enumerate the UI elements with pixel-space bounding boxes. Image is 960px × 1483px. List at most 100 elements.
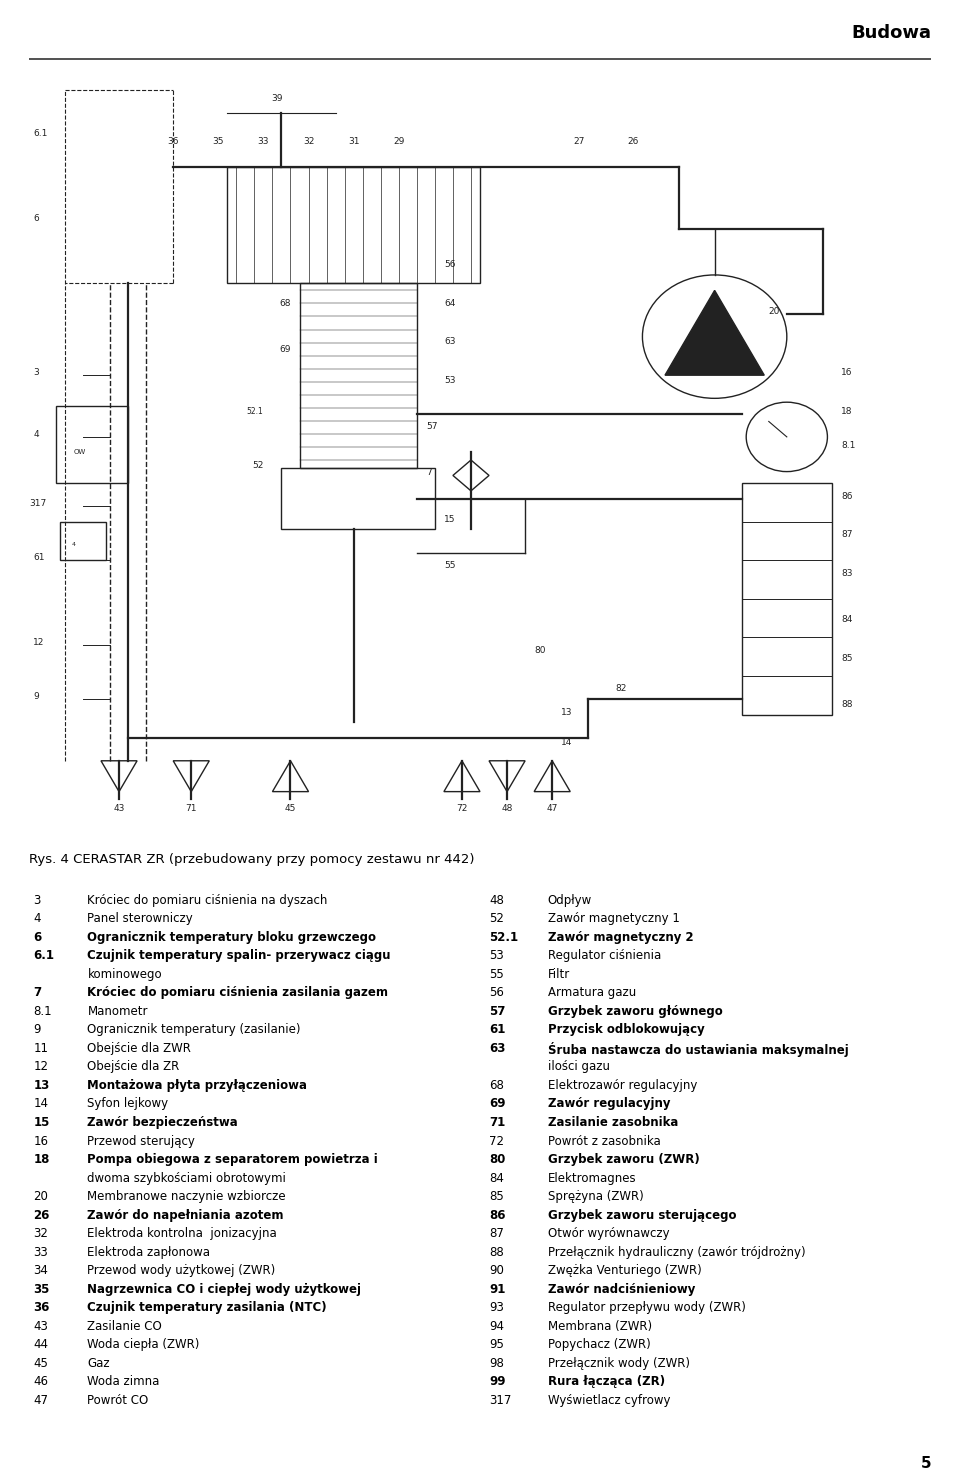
Text: Przycisk odblokowujący: Przycisk odblokowujący [547, 1023, 705, 1037]
Bar [281, 467, 435, 529]
Text: Regulator przepływu wody (ZWR): Regulator przepływu wody (ZWR) [547, 1301, 746, 1314]
Text: 68: 68 [489, 1080, 504, 1091]
Text: Zawór nadciśnieniowy: Zawór nadciśnieniowy [547, 1283, 695, 1296]
Text: Rura łącząca (ZR): Rura łącząca (ZR) [547, 1375, 665, 1388]
Text: 36: 36 [34, 1301, 50, 1314]
Text: Woda ciepła (ZWR): Woda ciepła (ZWR) [87, 1338, 200, 1351]
Text: 20: 20 [769, 307, 780, 316]
Text: 85: 85 [841, 654, 852, 663]
Text: 94: 94 [489, 1320, 504, 1333]
Text: 14: 14 [562, 739, 572, 747]
Text: Zawór regulacyjny: Zawór regulacyjny [547, 1097, 670, 1111]
Text: 4: 4 [34, 430, 39, 439]
Text: 27: 27 [573, 136, 585, 145]
Text: 52: 52 [489, 912, 504, 925]
Text: 31: 31 [348, 136, 359, 145]
Text: kominowego: kominowego [87, 968, 162, 980]
Text: Sprężyna (ZWR): Sprężyna (ZWR) [547, 1191, 643, 1203]
Text: 3: 3 [34, 894, 40, 906]
Text: Grzybek zaworu (ZWR): Grzybek zaworu (ZWR) [547, 1154, 700, 1166]
Text: 57: 57 [489, 1005, 505, 1017]
Text: 5: 5 [921, 1456, 931, 1471]
Text: 4: 4 [34, 912, 41, 925]
Text: Króciec do pomiaru ciśnienia na dyszach: Króciec do pomiaru ciśnienia na dyszach [87, 894, 327, 906]
Text: 71: 71 [489, 1117, 505, 1129]
Text: 45: 45 [34, 1357, 48, 1370]
Text: Syfon lejkowy: Syfon lejkowy [87, 1097, 169, 1111]
Text: Elektroda kontrolna  jonizacyjna: Elektroda kontrolna jonizacyjna [87, 1228, 277, 1240]
Text: Zawór magnetyczny 2: Zawór magnetyczny 2 [547, 931, 693, 943]
Text: 91: 91 [489, 1283, 505, 1296]
Text: Zasilanie CO: Zasilanie CO [87, 1320, 162, 1333]
Text: 52.1: 52.1 [247, 406, 263, 415]
Text: 16: 16 [841, 368, 852, 377]
Text: 98: 98 [489, 1357, 504, 1370]
Text: Otwór wyrównawczy: Otwór wyrównawczy [547, 1228, 669, 1240]
Text: Panel sterowniczy: Panel sterowniczy [87, 912, 193, 925]
Text: Elektromagnes: Elektromagnes [547, 1172, 636, 1185]
Text: Wyświetlacz cyfrowy: Wyświetlacz cyfrowy [547, 1394, 670, 1407]
Text: Zwężka Venturiego (ZWR): Zwężka Venturiego (ZWR) [547, 1264, 702, 1277]
Text: 7: 7 [34, 986, 41, 1000]
Text: 32: 32 [302, 136, 314, 145]
Text: Popychacz (ZWR): Popychacz (ZWR) [547, 1338, 651, 1351]
Text: 82: 82 [615, 684, 627, 694]
Text: 36: 36 [167, 136, 179, 145]
Text: ilości gazu: ilości gazu [547, 1060, 610, 1074]
Text: 4: 4 [72, 543, 76, 547]
Text: 3: 3 [34, 368, 39, 377]
Text: 90: 90 [489, 1264, 504, 1277]
Text: Zawór do napełniania azotem: Zawór do napełniania azotem [87, 1209, 284, 1222]
Text: 47: 47 [34, 1394, 48, 1407]
Text: 68: 68 [279, 298, 291, 308]
Text: 80: 80 [534, 645, 545, 655]
Text: 55: 55 [444, 561, 455, 569]
Text: Obejście dla ZWR: Obejście dla ZWR [87, 1043, 191, 1054]
Bar [60, 522, 106, 561]
Text: 14: 14 [34, 1097, 48, 1111]
Text: 16: 16 [34, 1134, 48, 1148]
Text: 18: 18 [34, 1154, 50, 1166]
Text: Elektroda zapłonowa: Elektroda zapłonowa [87, 1246, 210, 1259]
Text: 56: 56 [489, 986, 504, 1000]
Text: Membranowe naczynie wzbiorcze: Membranowe naczynie wzbiorcze [87, 1191, 286, 1203]
Text: 63: 63 [444, 337, 455, 347]
Text: OW: OW [74, 449, 86, 455]
Bar [742, 483, 832, 715]
Text: 87: 87 [841, 529, 852, 540]
Text: Zawór bezpieczeństwa: Zawór bezpieczeństwa [87, 1117, 238, 1129]
Text: 83: 83 [841, 568, 852, 578]
Text: Membrana (ZWR): Membrana (ZWR) [547, 1320, 652, 1333]
Text: Montażowa płyta przyłączeniowa: Montażowa płyta przyłączeniowa [87, 1080, 307, 1091]
Text: Przewod sterujący: Przewod sterujący [87, 1134, 195, 1148]
Text: Pompa obiegowa z separatorem powietrza i: Pompa obiegowa z separatorem powietrza i [87, 1154, 378, 1166]
Text: 52.1: 52.1 [489, 931, 518, 943]
Text: Gaz: Gaz [87, 1357, 110, 1370]
Text: 12: 12 [34, 1060, 48, 1074]
Text: Ogranicznik temperatury (zasilanie): Ogranicznik temperatury (zasilanie) [87, 1023, 300, 1037]
Text: 15: 15 [34, 1117, 50, 1129]
Text: Rys. 4 CERASTAR ZR (przebudowany przy pomocy zestawu nr 442): Rys. 4 CERASTAR ZR (przebudowany przy po… [29, 853, 474, 866]
Polygon shape [665, 291, 764, 375]
Text: 26: 26 [628, 136, 639, 145]
Text: Czujnik temperatury spalin- przerywacz ciągu: Czujnik temperatury spalin- przerywacz c… [87, 949, 391, 962]
Text: 48: 48 [501, 804, 513, 813]
Text: 317: 317 [29, 500, 46, 509]
Text: 53: 53 [444, 375, 455, 386]
Text: 61: 61 [489, 1023, 505, 1037]
Text: 11: 11 [34, 1043, 48, 1054]
Text: 15: 15 [444, 515, 455, 523]
Text: 6.1: 6.1 [34, 129, 48, 138]
Text: Zasilanie zasobnika: Zasilanie zasobnika [547, 1117, 678, 1129]
Text: Śruba nastawcza do ustawiania maksymalnej: Śruba nastawcza do ustawiania maksymalne… [547, 1043, 849, 1057]
Text: Woda zimna: Woda zimna [87, 1375, 159, 1388]
Text: 8.1: 8.1 [841, 442, 855, 451]
Text: Grzybek zaworu sterującego: Grzybek zaworu sterującego [547, 1209, 736, 1222]
Text: Powrót CO: Powrót CO [87, 1394, 149, 1407]
Text: 47: 47 [546, 804, 558, 813]
Text: 317: 317 [489, 1394, 512, 1407]
Text: 9: 9 [34, 1023, 41, 1037]
Text: 43: 43 [113, 804, 125, 813]
Text: 32: 32 [34, 1228, 48, 1240]
Text: Grzybek zaworu głównego: Grzybek zaworu głównego [547, 1005, 723, 1017]
